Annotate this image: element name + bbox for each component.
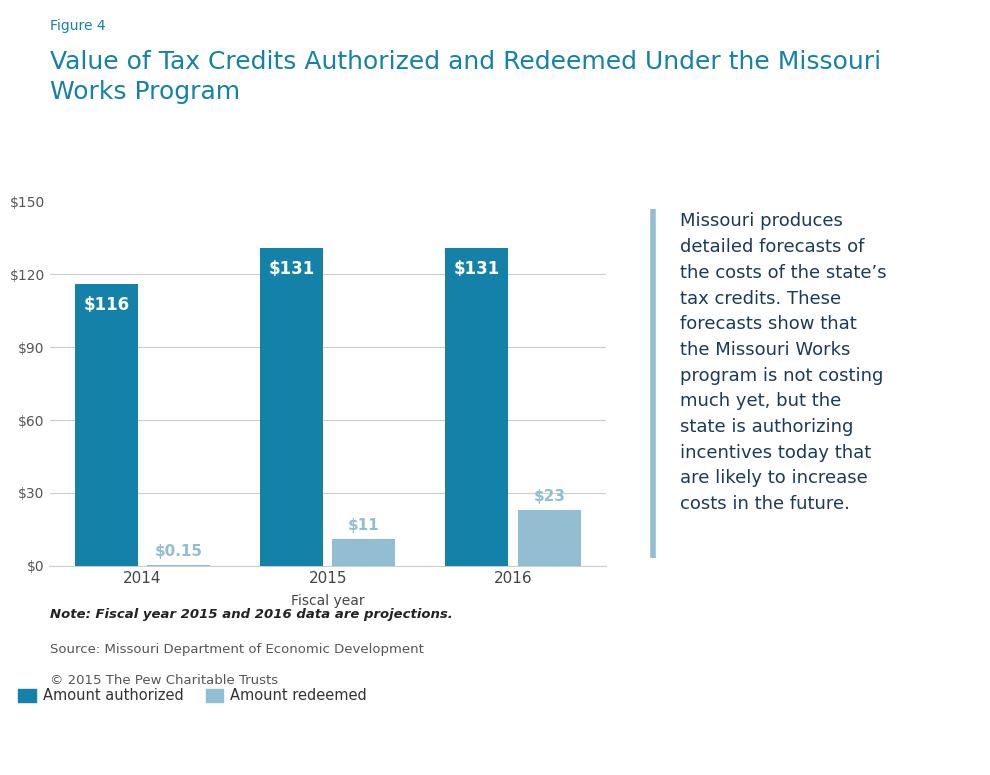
X-axis label: Fiscal year: Fiscal year [291,594,364,608]
Legend: Amount authorized, Amount redeemed: Amount authorized, Amount redeemed [12,682,373,709]
Text: $131: $131 [268,260,315,277]
Text: $23: $23 [534,489,565,504]
Bar [518,510,581,566]
Text: $116: $116 [83,296,130,314]
Text: Missouri produces
detailed forecasts of
the costs of the state’s
tax credits. Th: Missouri produces detailed forecasts of … [680,212,887,513]
Text: Value of Tax Credits Authorized and Redeemed Under the Missouri
Works Program: Value of Tax Credits Authorized and Rede… [50,50,881,104]
Text: © 2015 The Pew Charitable Trusts: © 2015 The Pew Charitable Trusts [50,674,277,687]
Bar [333,539,395,566]
Text: Note: Fiscal year 2015 and 2016 data are projections.: Note: Fiscal year 2015 and 2016 data are… [50,608,452,622]
Bar [446,248,509,566]
Text: Source: Missouri Department of Economic Development: Source: Missouri Department of Economic … [50,643,424,656]
Bar [75,284,138,566]
Text: $131: $131 [453,260,500,277]
Text: Figure 4: Figure 4 [50,19,105,33]
Text: $0.15: $0.15 [154,544,203,560]
Bar [260,248,323,566]
Text: $11: $11 [348,518,380,533]
